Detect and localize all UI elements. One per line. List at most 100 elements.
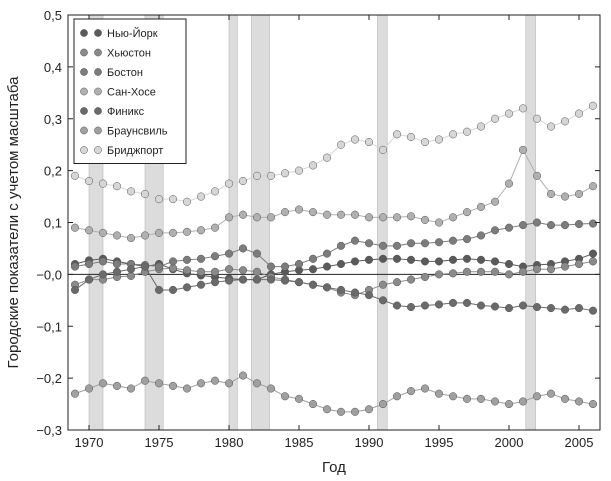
y-tick-label: 0,3 xyxy=(44,112,62,127)
y-tick-label: −0,2 xyxy=(36,371,62,386)
data-point xyxy=(532,171,542,180)
data-point xyxy=(280,262,290,271)
data-point xyxy=(322,210,332,219)
legend-label: Сан-Хосе xyxy=(107,87,156,99)
data-point xyxy=(70,171,80,180)
data-point xyxy=(308,265,318,274)
data-point xyxy=(210,223,220,232)
data-point xyxy=(308,280,318,289)
data-point xyxy=(182,197,192,206)
data-point xyxy=(392,241,402,250)
data-point xyxy=(392,301,402,310)
data-point xyxy=(378,213,388,222)
data-point xyxy=(364,239,374,248)
data-point xyxy=(322,283,332,292)
data-point xyxy=(462,298,472,307)
data-point xyxy=(126,234,136,243)
series xyxy=(70,371,598,416)
data-point xyxy=(140,231,150,240)
legend-marker xyxy=(94,48,102,57)
data-point xyxy=(280,208,290,217)
data-point xyxy=(224,213,234,222)
data-point xyxy=(448,213,458,222)
y-axis: 0,5 0,4 0,3 0,2 0,1 −0,0 −0,1 −0,2 −0,3 xyxy=(36,8,600,438)
legend-label: Нью-Йорк xyxy=(107,27,158,40)
data-point xyxy=(420,272,430,282)
data-point xyxy=(588,219,598,228)
data-point xyxy=(574,189,584,199)
data-point xyxy=(518,104,528,113)
data-point xyxy=(98,257,108,266)
data-point xyxy=(196,379,206,388)
data-point xyxy=(112,267,122,276)
data-point xyxy=(294,205,304,214)
data-point xyxy=(294,259,304,269)
data-point xyxy=(504,400,514,409)
data-point xyxy=(476,255,486,264)
data-point xyxy=(238,275,248,284)
data-point xyxy=(518,267,528,276)
data-point xyxy=(126,271,136,280)
y-tick-label: 0,2 xyxy=(44,164,62,179)
data-point xyxy=(168,257,178,266)
data-point xyxy=(126,265,136,274)
data-point xyxy=(560,305,570,314)
legend-marker xyxy=(80,68,88,76)
data-point xyxy=(420,384,430,393)
data-point xyxy=(434,300,444,309)
data-point xyxy=(532,265,542,274)
x-axis-title: Год xyxy=(322,459,346,476)
data-point xyxy=(322,249,332,258)
data-point xyxy=(462,394,472,403)
data-point xyxy=(322,262,332,271)
data-point xyxy=(84,275,94,284)
shaded-period xyxy=(228,14,238,431)
data-point xyxy=(490,226,500,235)
data-point xyxy=(462,254,472,263)
data-point xyxy=(420,239,430,248)
data-point xyxy=(84,226,94,235)
data-point xyxy=(588,249,598,258)
data-point xyxy=(266,213,276,222)
data-point xyxy=(546,122,556,131)
data-point xyxy=(210,187,220,196)
data-point xyxy=(504,259,514,269)
data-point xyxy=(588,257,598,266)
shaded-period xyxy=(377,14,388,431)
data-point xyxy=(238,371,248,380)
data-point xyxy=(224,276,234,285)
data-point xyxy=(154,262,164,271)
series xyxy=(70,145,598,243)
data-point xyxy=(308,161,318,170)
data-point xyxy=(252,249,262,258)
data-point xyxy=(434,257,444,266)
data-point xyxy=(588,182,598,191)
data-point xyxy=(224,265,234,274)
data-point xyxy=(350,135,360,144)
data-point xyxy=(154,228,164,237)
data-point xyxy=(364,255,374,264)
data-point xyxy=(490,397,500,406)
data-point xyxy=(266,262,276,271)
data-point xyxy=(546,389,556,398)
data-point xyxy=(140,262,150,271)
y-tick-label: −0,1 xyxy=(36,319,62,334)
data-point xyxy=(322,153,332,162)
data-point xyxy=(406,387,416,396)
legend: Нью-Йорк Хьюстон Бостон Сан-Хосе Финикс Браун… xyxy=(73,18,187,164)
legend-box xyxy=(73,18,187,164)
data-point xyxy=(364,213,374,222)
data-point xyxy=(350,288,360,297)
data-point xyxy=(420,257,430,266)
data-point xyxy=(252,171,262,180)
data-point xyxy=(308,400,318,409)
data-point xyxy=(252,213,262,222)
data-point xyxy=(266,171,276,180)
legend-label: Браунсвиль xyxy=(107,126,168,138)
data-point xyxy=(112,259,122,269)
data-point xyxy=(336,210,346,219)
data-point xyxy=(168,228,178,237)
data-point xyxy=(364,138,374,147)
data-point xyxy=(504,179,514,188)
